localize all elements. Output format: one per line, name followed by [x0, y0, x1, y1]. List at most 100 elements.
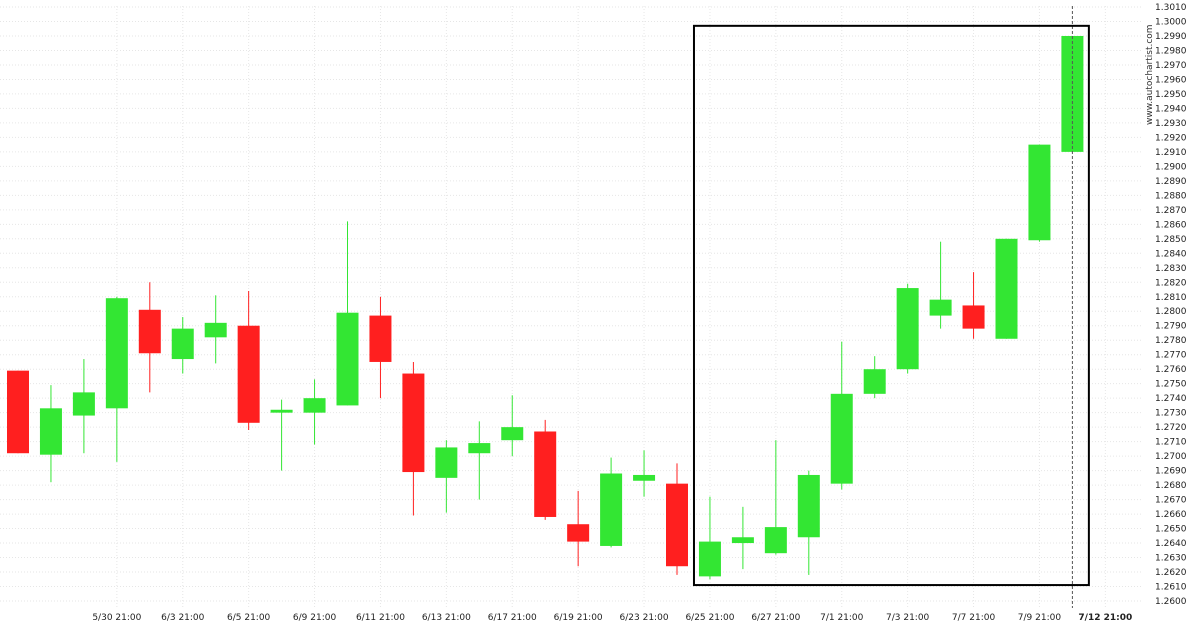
y-tick-label: 1.2770 [1155, 351, 1187, 361]
bullish-candle [830, 341, 853, 490]
x-tick-label: 6/3 21:00 [161, 613, 205, 623]
bullish-candle [698, 496, 721, 580]
candle-body [896, 288, 919, 370]
x-tick-label: 6/27 21:00 [751, 613, 800, 623]
candle-body [237, 325, 260, 423]
candle-body [303, 398, 326, 413]
y-tick-label: 1.2700 [1155, 452, 1187, 462]
candle-body [138, 309, 161, 354]
bullish-candle [764, 440, 787, 555]
y-tick-label: 1.2800 [1155, 307, 1187, 317]
y-tick-label: 1.2600 [1155, 597, 1187, 607]
candle-body [468, 443, 491, 454]
bearish-candle [138, 282, 161, 393]
y-tick-label: 1.2920 [1155, 133, 1187, 143]
bullish-candle [896, 283, 919, 374]
y-tick-label: 1.2930 [1155, 119, 1187, 129]
y-tick-label: 1.2620 [1155, 568, 1187, 578]
y-tick-label: 1.2890 [1155, 177, 1187, 187]
pattern-overlay [692, 6, 1090, 608]
bullish-candle [435, 440, 458, 513]
bullish-candle [797, 470, 820, 575]
y-tick-label: 1.2750 [1155, 380, 1187, 390]
bullish-candle [995, 238, 1018, 339]
y-tick-label: 1.2950 [1155, 90, 1187, 100]
candle-body [830, 393, 853, 484]
bearish-candle [7, 370, 29, 454]
bullish-candle [929, 241, 952, 329]
y-axis: 1.2600 1.2610 1.2620 1.2630 1.2640 1.2650 1.26… [1155, 3, 1187, 607]
bullish-candle [39, 385, 62, 483]
candle-body [962, 305, 985, 329]
bearish-candle [567, 490, 590, 567]
candle-body [567, 524, 590, 542]
y-tick-label: 1.2980 [1155, 46, 1187, 56]
x-axis: 5/30 21:00 6/3 21:00 6/5 21:00 6/9 21:00 6/1… [92, 613, 1132, 623]
candle-body [633, 474, 656, 481]
y-tick-label: 1.2880 [1155, 191, 1187, 201]
candle-body [105, 298, 128, 409]
y-tick-label: 1.2720 [1155, 423, 1187, 433]
y-tick-label: 1.2640 [1155, 539, 1187, 549]
bullish-candle [468, 421, 491, 500]
x-tick-label: 5/30 21:00 [92, 613, 141, 623]
candle-body [501, 427, 524, 441]
bullish-candle [72, 359, 95, 454]
x-tick-label: 7/12 21:00 [1078, 613, 1132, 623]
candle-body [764, 527, 787, 554]
candle-body [698, 541, 721, 577]
bullish-candle [171, 317, 194, 374]
candle-body [731, 537, 754, 544]
y-tick-label: 1.2690 [1155, 467, 1187, 477]
candle-body [797, 474, 820, 538]
candle-body [336, 312, 359, 406]
y-tick-label: 1.2730 [1155, 409, 1187, 419]
x-tick-label: 7/1 21:00 [820, 613, 864, 623]
y-tick-label: 1.3000 [1155, 17, 1187, 27]
bullish-candle [1028, 144, 1051, 242]
bearish-candle [666, 463, 688, 575]
x-tick-label: 6/13 21:00 [422, 613, 471, 623]
y-tick-label: 1.2900 [1155, 162, 1187, 172]
y-tick-label: 1.2810 [1155, 293, 1187, 303]
x-tick-label: 7/7 21:00 [952, 613, 996, 623]
x-tick-label: 6/11 21:00 [356, 613, 405, 623]
candle-body [435, 447, 458, 478]
bullish-candle [633, 450, 656, 497]
candle-body [369, 315, 392, 362]
x-tick-label: 6/23 21:00 [620, 613, 669, 623]
bullish-candle [105, 296, 128, 462]
candle-body [929, 299, 952, 316]
bearish-candle [962, 272, 985, 339]
bullish-candle [336, 221, 359, 406]
y-tick-label: 1.2630 [1155, 554, 1187, 564]
y-tick-label: 1.2820 [1155, 278, 1187, 288]
y-tick-label: 1.2990 [1155, 32, 1187, 42]
candle-body [534, 431, 557, 517]
candlesticks [7, 35, 1084, 580]
bearish-candle [534, 419, 557, 520]
bullish-candle [501, 395, 524, 457]
candle-body [204, 322, 227, 338]
y-tick-label: 1.2940 [1155, 104, 1187, 114]
y-tick-label: 1.2650 [1155, 525, 1187, 535]
y-tick-label: 1.2960 [1155, 75, 1187, 85]
y-tick-label: 1.2840 [1155, 249, 1187, 259]
x-tick-label: 6/19 21:00 [554, 613, 603, 623]
x-tick-label: 6/9 21:00 [293, 613, 337, 623]
y-tick-label: 1.2680 [1155, 481, 1187, 491]
x-tick-label: 6/25 21:00 [685, 613, 734, 623]
candle-body [666, 483, 688, 567]
candle-body [7, 370, 29, 454]
y-tick-label: 1.2790 [1155, 322, 1187, 332]
x-tick-label: 7/9 21:00 [1018, 613, 1062, 623]
y-tick-label: 1.2830 [1155, 264, 1187, 274]
bullish-candle [270, 399, 293, 471]
bullish-candle [303, 379, 326, 445]
y-tick-label: 1.2780 [1155, 336, 1187, 346]
bearish-candle [402, 361, 425, 516]
y-tick-label: 1.2970 [1155, 61, 1187, 71]
y-tick-label: 1.2710 [1155, 438, 1187, 448]
x-tick-label: 6/5 21:00 [227, 613, 271, 623]
